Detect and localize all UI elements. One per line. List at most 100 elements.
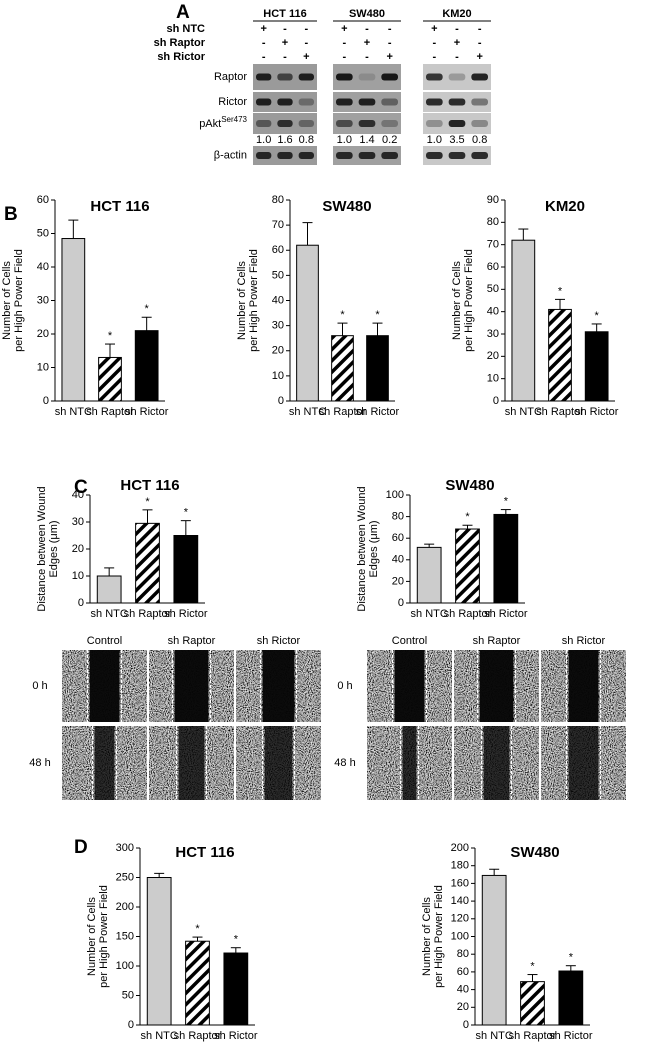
blot-band [358,98,376,106]
bar [520,981,545,1026]
blot-band [256,98,272,106]
y-axis-label: Number of Cells [236,261,248,340]
panel-letter: D [74,837,88,858]
blot-band [277,98,293,106]
y-tick-label: 0 [78,597,84,609]
blot-band [277,73,293,81]
blot-band [448,152,466,159]
pakt-ratio: 0.2 [382,134,397,146]
panel-letter: C [74,477,88,498]
wound-column-label: sh Rictor [562,635,606,647]
wound-gap [479,650,514,722]
wound-gap [264,726,293,800]
y-tick-label: 200 [451,842,469,854]
significance-star: * [465,511,470,523]
x-tick-label: sh Raptor [444,608,492,620]
y-tick-label: 70 [487,239,499,251]
pakt-ratio: 0.8 [472,134,487,146]
y-tick-label: 0 [278,395,284,407]
y-tick-label: 50 [37,227,49,239]
sign: + [341,23,347,35]
significance-star: * [530,960,535,972]
y-tick-label: 140 [451,895,469,907]
y-tick-label: 40 [272,294,284,306]
pakt-superscript: Ser473 [221,115,247,124]
wound-row-label: 48 h [29,757,50,769]
sign: - [478,37,482,49]
bar [98,356,122,402]
x-tick-label: sh Rictor [214,1030,258,1042]
blot-band [298,120,314,127]
x-tick-label: sh NTC [141,1030,178,1042]
x-tick-label: sh Raptor [536,406,584,418]
blot-band [256,73,272,81]
bar [296,244,319,402]
y-tick-label: 10 [72,570,84,582]
blot-band [358,73,376,81]
sign: - [388,23,392,35]
y-tick-label: 100 [386,489,404,501]
blot-band [358,152,376,159]
sign: - [478,23,482,35]
y-axis-label: per High Power Field [433,885,445,988]
wound-row-label: 0 h [32,680,47,692]
y-tick-label: 30 [72,516,84,528]
bar [173,535,199,604]
significance-star: * [145,496,150,508]
blot-band [471,73,488,81]
y-tick-label: 40 [72,489,84,501]
bar [548,308,572,402]
y-axis-label: Number of Cells [451,261,463,340]
x-tick-label: sh Raptor [124,608,172,620]
y-tick-label: 0 [463,1019,469,1031]
sign: + [386,51,392,63]
significance-star: * [108,330,113,342]
y-tick-label: 10 [487,373,499,385]
wound-gap [94,726,115,800]
y-tick-label: 60 [37,194,49,206]
y-tick-label: 10 [272,370,284,382]
y-axis-label: Edges (μm) [48,520,60,577]
y-tick-label: 200 [116,901,134,913]
blot-band [448,98,466,106]
x-tick-label: sh Raptor [509,1030,557,1042]
y-tick-label: 40 [457,984,469,996]
y-axis-label: Distance between Wound [36,486,48,611]
wound-gap [394,650,425,722]
y-tick-label: 90 [487,194,499,206]
x-tick-label: sh NTC [505,406,542,418]
y-tick-label: 20 [272,345,284,357]
y-tick-label: 80 [487,216,499,228]
blot-band [426,73,443,81]
significance-star: * [569,952,574,964]
pakt-ratio: 3.5 [449,134,464,146]
sign: - [342,37,346,49]
chart-title: SW480 [445,477,494,494]
sign: - [388,37,392,49]
blot-band [471,152,488,159]
blot-row-label: Rictor [218,96,247,108]
y-axis-label: per High Power Field [248,249,260,352]
y-tick-label: 20 [37,328,49,340]
blot-band [358,120,376,127]
sign: + [303,51,309,63]
pakt-ratio: 1.4 [359,134,374,146]
wound-column-label: sh Raptor [473,635,521,647]
wound-column-label: sh Rictor [257,635,301,647]
y-tick-label: 180 [451,860,469,872]
condition-label: sh NTC [167,23,206,35]
y-tick-label: 0 [398,597,404,609]
blot-band [426,120,443,127]
panel-letter: A [176,2,190,23]
y-tick-label: 80 [272,194,284,206]
x-tick-label: sh Raptor [319,406,367,418]
blot-band [448,73,466,81]
chart-title: SW480 [322,198,371,215]
cell-line-name: KM20 [442,8,471,20]
y-tick-label: 20 [487,350,499,362]
blot-band [336,152,353,159]
y-tick-label: 10 [37,361,49,373]
condition-label: sh Raptor [154,37,206,49]
blot-band [277,120,293,127]
